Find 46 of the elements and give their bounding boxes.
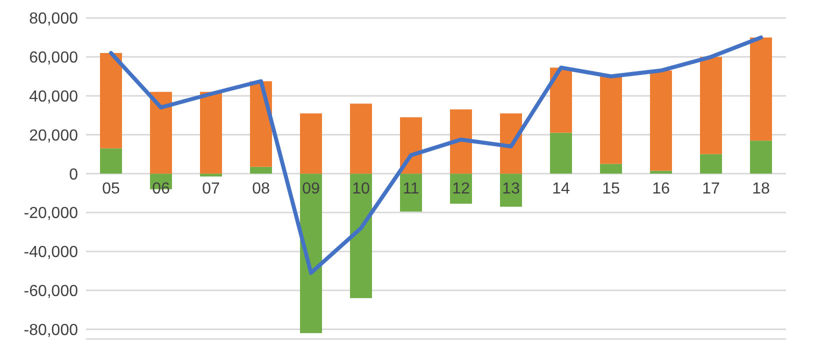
bar [700, 56, 722, 154]
x-tick-label: 18 [752, 180, 770, 198]
x-tick-label: 16 [652, 180, 670, 198]
bar [400, 174, 422, 212]
bar [100, 148, 122, 174]
x-tick-label: 05 [102, 180, 120, 198]
bar [500, 113, 522, 174]
bar [200, 174, 222, 177]
bar [200, 92, 222, 174]
y-tick-label: -80,000 [24, 322, 78, 339]
x-tick-label: 08 [252, 180, 270, 198]
y-tick-label: -40,000 [24, 244, 78, 262]
y-tick-label: 80,000 [29, 10, 78, 28]
bar [450, 109, 472, 174]
bar [350, 174, 372, 298]
y-tick-label: 0 [69, 166, 78, 184]
bar [750, 37, 772, 141]
x-tick-label: 14 [552, 180, 570, 198]
bar [350, 104, 372, 174]
y-tick-label: -60,000 [24, 283, 78, 300]
y-tick-label: -20,000 [24, 205, 78, 222]
bar [250, 166, 272, 174]
bar [300, 113, 322, 174]
x-tick-label: 11 [402, 180, 420, 198]
x-tick-label: 12 [452, 180, 470, 198]
bar [550, 68, 572, 133]
bar [700, 154, 722, 174]
bar [650, 170, 672, 174]
bar [100, 53, 122, 148]
bar [150, 92, 172, 174]
bar [750, 140, 772, 174]
bar [300, 174, 322, 334]
bar [550, 132, 572, 174]
bar [400, 117, 422, 174]
x-tick-label: 07 [202, 180, 220, 198]
x-tick-label: 10 [352, 180, 370, 198]
x-tick-label: 09 [302, 180, 320, 198]
y-tick-label: 40,000 [29, 88, 78, 106]
x-tick-label: 13 [502, 180, 520, 198]
x-tick-label: 17 [702, 180, 720, 198]
bar [650, 70, 672, 171]
bar [600, 76, 622, 164]
bar [600, 164, 622, 174]
x-tick-label: 15 [602, 180, 620, 198]
y-tick-label: 60,000 [29, 50, 78, 67]
y-tick-label: 20,000 [29, 127, 78, 144]
